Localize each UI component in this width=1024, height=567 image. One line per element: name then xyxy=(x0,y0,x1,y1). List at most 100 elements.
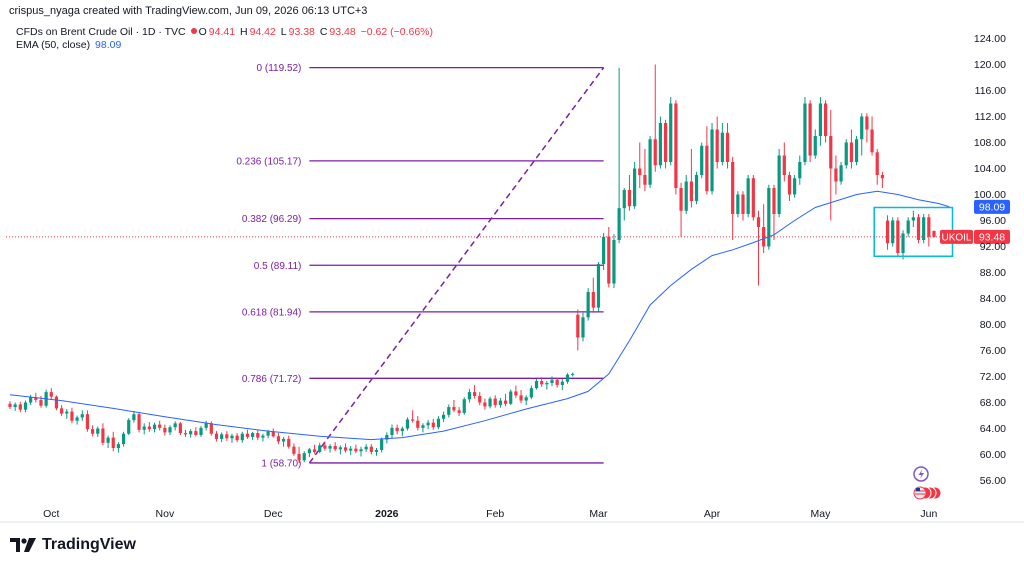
candle-body[interactable] xyxy=(416,420,420,428)
candle-body[interactable] xyxy=(287,438,291,447)
candle-body[interactable] xyxy=(725,132,730,162)
candle-body[interactable] xyxy=(844,142,848,166)
candle-body[interactable] xyxy=(312,449,317,452)
candle-body[interactable] xyxy=(426,422,430,426)
candle-body[interactable] xyxy=(183,433,188,435)
candle-body[interactable] xyxy=(436,418,441,428)
candle-body[interactable] xyxy=(607,236,611,284)
candle-body[interactable] xyxy=(627,189,632,207)
candle-body[interactable] xyxy=(694,175,699,201)
candle-body[interactable] xyxy=(29,397,33,403)
candle-body[interactable] xyxy=(493,398,497,406)
candle-body[interactable] xyxy=(323,445,327,449)
candle-body[interactable] xyxy=(111,437,115,448)
candle-body[interactable] xyxy=(292,446,296,454)
candle-body[interactable] xyxy=(80,414,84,418)
candle-body[interactable] xyxy=(586,292,590,318)
candle-body[interactable] xyxy=(400,428,404,432)
fibonacci-retracement[interactable]: 0 (119.52) 0.236 (105.17) 0.382 (96.29) 0.5… xyxy=(236,63,605,469)
candle-body[interactable] xyxy=(189,431,193,435)
candle-body[interactable] xyxy=(333,446,337,450)
candle-body[interactable] xyxy=(271,431,275,437)
candle-body[interactable] xyxy=(163,427,167,433)
candle-body[interactable] xyxy=(720,132,724,162)
candle-body[interactable] xyxy=(922,217,926,240)
candle-body[interactable] xyxy=(648,139,652,185)
candle-body[interactable] xyxy=(524,397,528,401)
price-chart[interactable]: 0 (119.52) 0.236 (105.17) 0.382 (96.29) 0.5… xyxy=(0,0,1024,528)
candle-body[interactable] xyxy=(519,395,523,401)
candle-body[interactable] xyxy=(591,292,595,308)
candle-body[interactable] xyxy=(823,103,828,137)
candle-body[interactable] xyxy=(787,175,792,195)
candle-body[interactable] xyxy=(220,434,224,439)
candle-body[interactable] xyxy=(906,220,910,234)
candle-body[interactable] xyxy=(767,188,771,247)
candles[interactable] xyxy=(8,64,936,463)
candle-body[interactable] xyxy=(245,433,250,437)
candle-body[interactable] xyxy=(116,444,121,448)
candle-body[interactable] xyxy=(638,168,642,176)
candle-body[interactable] xyxy=(158,424,162,428)
candle-body[interactable] xyxy=(178,423,182,434)
candle-body[interactable] xyxy=(751,178,755,218)
symbol-legend[interactable]: CFDs on Brent Crude Oil · 1D · TVC O 94.41… xyxy=(16,26,435,38)
candle-body[interactable] xyxy=(349,448,353,451)
candle-body[interactable] xyxy=(684,181,688,211)
candle-body[interactable] xyxy=(509,391,513,404)
ema-series[interactable] xyxy=(9,190,950,441)
candle-body[interactable] xyxy=(447,407,451,415)
candle-body[interactable] xyxy=(457,410,461,413)
symbol-tag[interactable] xyxy=(940,229,973,244)
candle-body[interactable] xyxy=(390,427,394,435)
candle-body[interactable] xyxy=(741,194,745,215)
candle-body[interactable] xyxy=(467,392,472,400)
candle-body[interactable] xyxy=(860,116,864,140)
candle-body[interactable] xyxy=(121,433,126,445)
candle-body[interactable] xyxy=(849,142,854,163)
candle-body[interactable] xyxy=(385,435,389,440)
candle-body[interactable] xyxy=(75,417,79,421)
candle-body[interactable] xyxy=(472,392,477,396)
candle-body[interactable] xyxy=(901,233,905,254)
candle-body[interactable] xyxy=(503,400,508,404)
candle-body[interactable] xyxy=(235,435,239,441)
candle-body[interactable] xyxy=(65,411,69,414)
candle-body[interactable] xyxy=(875,152,879,175)
candle-body[interactable] xyxy=(442,414,446,419)
candle-body[interactable] xyxy=(756,217,761,227)
candle-body[interactable] xyxy=(514,391,518,396)
candle-body[interactable] xyxy=(622,189,626,209)
candle-body[interactable] xyxy=(54,396,59,409)
candle-body[interactable] xyxy=(421,425,425,428)
candle-body[interactable] xyxy=(168,427,172,433)
candle-body[interactable] xyxy=(813,136,817,156)
candle-body[interactable] xyxy=(251,433,255,437)
candle-body[interactable] xyxy=(199,427,203,435)
candle-body[interactable] xyxy=(865,116,869,130)
candle-body[interactable] xyxy=(818,103,823,137)
candle-body[interactable] xyxy=(762,227,766,247)
tradingview-logo[interactable]: TradingView xyxy=(10,536,136,554)
candle-body[interactable] xyxy=(328,446,332,449)
candle-body[interactable] xyxy=(411,419,415,421)
candle-body[interactable] xyxy=(679,188,683,211)
candle-body[interactable] xyxy=(663,123,668,162)
candle-body[interactable] xyxy=(612,240,616,284)
candle-body[interactable] xyxy=(916,217,921,240)
candle-body[interactable] xyxy=(147,426,151,430)
candle-body[interactable] xyxy=(803,103,807,163)
candle-body[interactable] xyxy=(261,435,265,438)
last-price-tag[interactable] xyxy=(974,229,1010,244)
candle-body[interactable] xyxy=(581,317,585,338)
candle-body[interactable] xyxy=(214,433,219,439)
price-axis[interactable]: 124.00 120.00 116.00 112.00 108.00 104.00 100.… xyxy=(974,33,1006,487)
candle-body[interactable] xyxy=(405,419,410,429)
candle-body[interactable] xyxy=(529,388,533,398)
candle-body[interactable] xyxy=(880,175,884,179)
candle-body[interactable] xyxy=(266,431,270,436)
candle-body[interactable] xyxy=(256,433,260,438)
candle-body[interactable] xyxy=(338,447,342,450)
candle-body[interactable] xyxy=(653,139,657,166)
candle-body[interactable] xyxy=(374,449,379,452)
